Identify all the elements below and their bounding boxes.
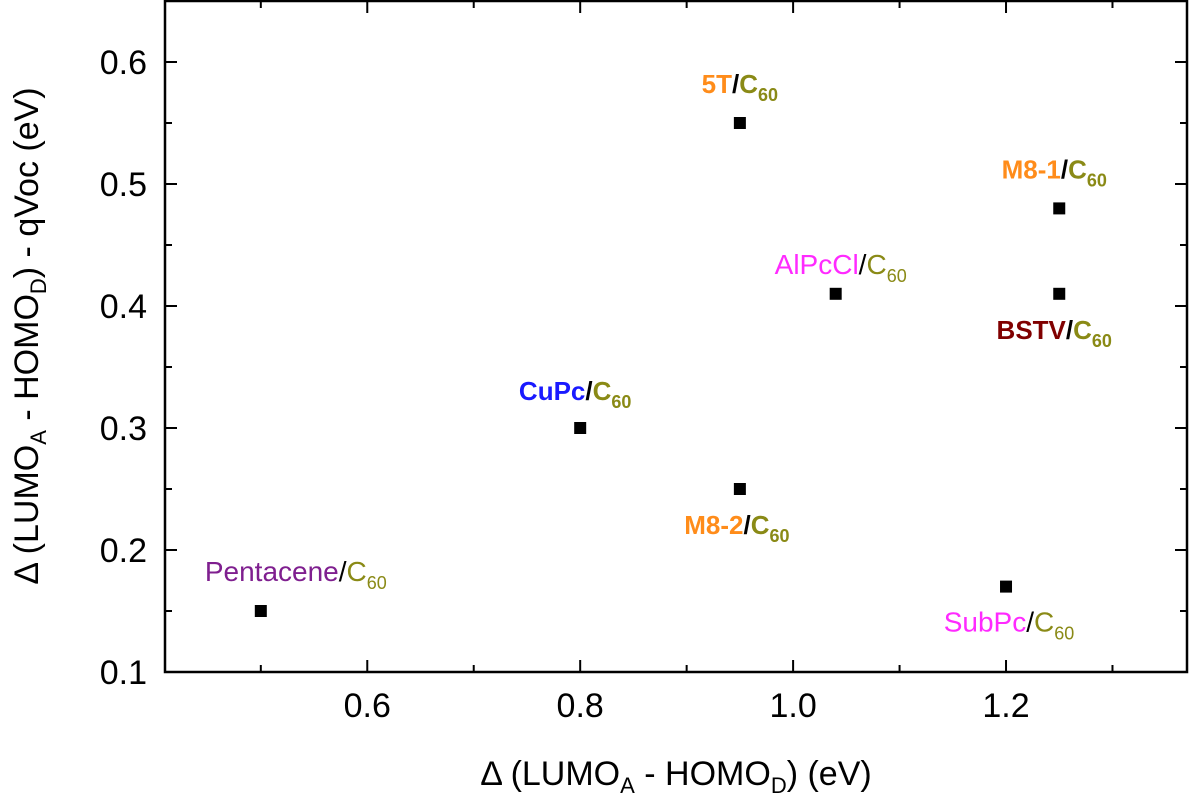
data-label: Pentacene/C60 xyxy=(205,556,387,593)
label-separator: / xyxy=(339,556,347,587)
acceptor-name: C xyxy=(1073,315,1092,345)
label-separator: / xyxy=(1061,154,1068,184)
acceptor-name: C xyxy=(866,249,886,280)
label-separator: / xyxy=(743,510,750,540)
label-separator: / xyxy=(859,249,867,280)
acceptor-subscript: 60 xyxy=(611,392,631,412)
x-tick-label: 1.2 xyxy=(982,687,1029,725)
data-point xyxy=(1000,580,1013,593)
x-axis-ticks: 0.6 0.8 1.0 1.2 xyxy=(259,1,1114,725)
data-label: CuPc/C60 xyxy=(519,376,632,412)
y-axis-title-sub2: D xyxy=(26,278,51,294)
donor-name: CuPc xyxy=(519,376,585,406)
acceptor-subscript: 60 xyxy=(1054,624,1074,644)
data-point xyxy=(254,605,267,617)
plot-frame xyxy=(163,0,1189,674)
donor-name: AlPcCl xyxy=(775,249,859,280)
acceptor-subscript: 60 xyxy=(769,526,789,546)
y-axis-title-prefix: Δ (LUMO xyxy=(8,445,46,585)
data-point xyxy=(1053,202,1066,215)
label-separator: / xyxy=(1066,315,1073,345)
label-separator: / xyxy=(585,376,592,406)
acceptor-name: C xyxy=(1034,607,1054,638)
data-label: SubPc/C60 xyxy=(944,607,1075,644)
data-points: 5T/C60M8-1/C60AlPcCl/C60BSTV/C60CuPc/C60… xyxy=(205,69,1112,644)
y-axis-ticks: 0.1 0.2 0.3 0.4 0.5 0.6 xyxy=(100,0,1187,692)
x-axis-title-sub2: D xyxy=(771,773,787,798)
y-axis-title-middle: - HOMO xyxy=(8,294,46,430)
x-tick-label: 0.8 xyxy=(557,687,604,725)
x-axis-title-suffix: ) (eV) xyxy=(787,755,872,793)
acceptor-subscript: 60 xyxy=(758,85,778,105)
label-separator: / xyxy=(1026,607,1034,638)
x-axis-title-middle: - HOMO xyxy=(635,755,771,793)
x-tick-label: 0.6 xyxy=(344,687,391,725)
x-tick-label: 1.0 xyxy=(769,687,816,725)
x-axis-title: Δ (LUMOA - HOMOD) (eV) xyxy=(480,755,871,798)
y-tick-label: 0.3 xyxy=(100,410,147,448)
data-label: 5T/C60 xyxy=(702,69,778,105)
acceptor-subscript: 60 xyxy=(1087,170,1107,190)
y-axis-title-sub1: A xyxy=(26,430,51,445)
y-tick-label: 0.6 xyxy=(100,44,147,82)
y-tick-label: 0.4 xyxy=(100,288,147,326)
label-separator: / xyxy=(732,69,739,99)
data-point xyxy=(829,287,842,300)
y-tick-label: 0.1 xyxy=(100,654,147,692)
y-axis-title-suffix: ) - qVoc (eV) xyxy=(8,87,46,278)
data-label: BSTV/C60 xyxy=(997,315,1112,351)
y-tick-label: 0.5 xyxy=(100,166,147,204)
acceptor-subscript: 60 xyxy=(1092,331,1112,351)
y-tick-label: 0.2 xyxy=(100,532,147,570)
data-point xyxy=(1053,287,1066,300)
data-label: M8-1/C60 xyxy=(1002,154,1107,190)
x-axis-title-sub1: A xyxy=(620,773,635,798)
donor-name: M8-1 xyxy=(1002,154,1061,184)
donor-name: M8-2 xyxy=(684,510,743,540)
acceptor-name: C xyxy=(347,556,367,587)
donor-name: BSTV xyxy=(997,315,1067,345)
data-label: AlPcCl/C60 xyxy=(775,249,907,286)
acceptor-name: C xyxy=(1068,154,1087,184)
donor-name: 5T xyxy=(702,69,732,99)
acceptor-name: C xyxy=(739,69,758,99)
data-point xyxy=(733,117,746,129)
data-point xyxy=(574,422,587,434)
y-axis-title: Δ (LUMOA - HOMOD) - qVoc (eV) xyxy=(8,87,51,584)
acceptor-subscript: 60 xyxy=(887,266,907,286)
acceptor-name: C xyxy=(751,510,770,540)
acceptor-name: C xyxy=(593,376,612,406)
x-axis-title-prefix: Δ (LUMO xyxy=(480,755,620,793)
acceptor-subscript: 60 xyxy=(367,573,387,593)
donor-name: Pentacene xyxy=(205,556,339,587)
data-point xyxy=(733,483,746,495)
data-label: M8-2/C60 xyxy=(684,510,789,546)
donor-name: SubPc xyxy=(944,607,1027,638)
